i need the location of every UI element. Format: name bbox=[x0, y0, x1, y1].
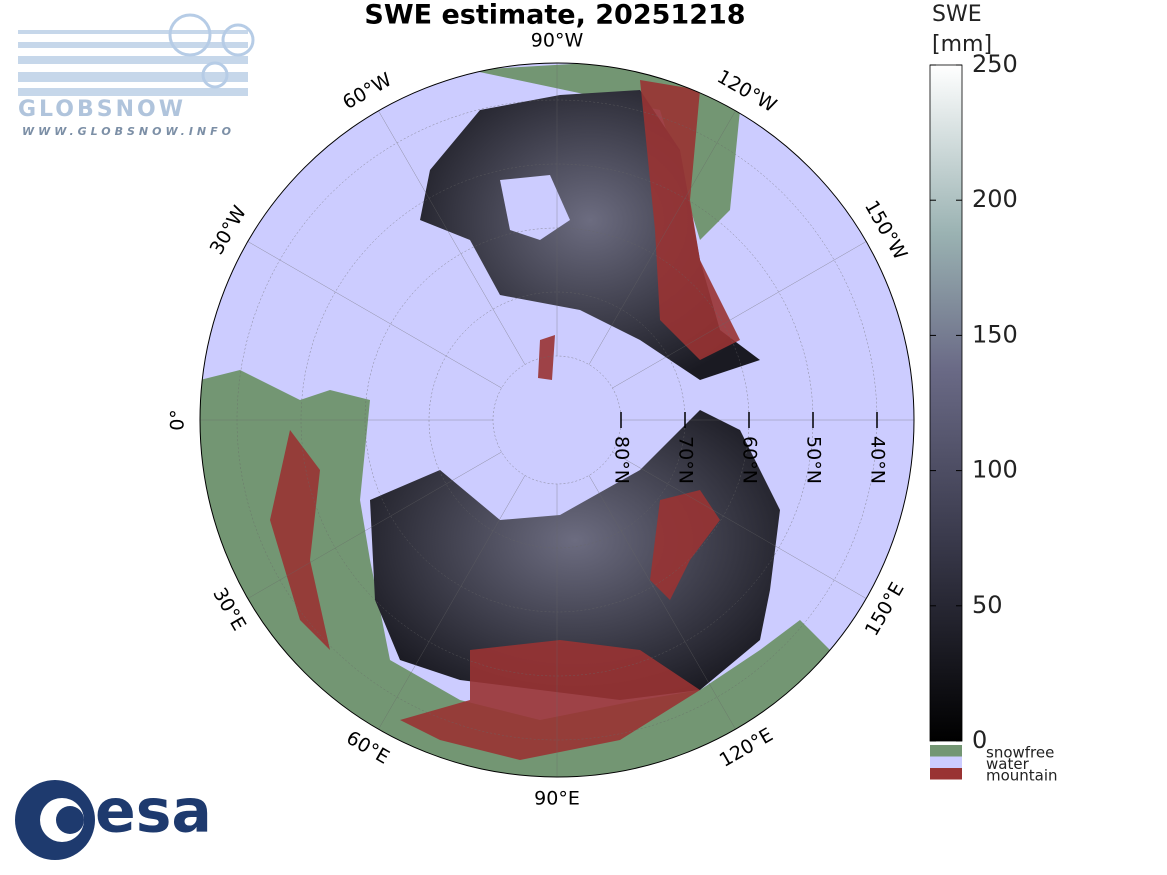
meridian bbox=[588, 110, 736, 365]
colorbar-tick-label: 0 bbox=[972, 726, 987, 754]
esa-logo: esa bbox=[15, 777, 212, 860]
meridian bbox=[588, 475, 736, 730]
meridian bbox=[378, 110, 526, 365]
colorbar-tick-label: 150 bbox=[972, 320, 1018, 348]
legend-swatch bbox=[930, 745, 962, 757]
legend-label: snowfree bbox=[986, 744, 1054, 762]
meridian bbox=[247, 241, 502, 389]
colorbar-tick-label: 50 bbox=[972, 591, 1003, 619]
meridian bbox=[378, 475, 526, 730]
legend-swatch bbox=[930, 768, 962, 780]
meridian bbox=[612, 241, 867, 389]
latitude-label: 80°N bbox=[611, 436, 633, 484]
globsnow-text: GLOBSNOW bbox=[18, 97, 186, 122]
legend-label: water bbox=[986, 755, 1030, 773]
latitude-label: 70°N bbox=[675, 436, 697, 484]
latitude-label: 40°N bbox=[867, 436, 889, 484]
map-frame bbox=[199, 62, 915, 778]
latitude-label: 50°N bbox=[803, 436, 825, 484]
colorbar-label: SWE bbox=[932, 2, 982, 27]
land-snowfree bbox=[200, 370, 830, 777]
colorbar bbox=[929, 64, 963, 742]
water-body bbox=[500, 175, 570, 240]
longitude-label: 0° bbox=[167, 409, 189, 431]
legend-label: mountain bbox=[986, 767, 1058, 785]
globsnow-url: WWW.GLOBSNOW.INFO bbox=[22, 125, 235, 138]
globsnow-logo: GLOBSNOW WWW.GLOBSNOW.INFO bbox=[18, 13, 255, 138]
colorbar-tick-label: 250 bbox=[972, 50, 1018, 78]
latitude-label: 60°N bbox=[739, 436, 761, 484]
colorbar-ticks: 0 50 100 150 200 250 bbox=[930, 50, 1018, 754]
meridian bbox=[247, 451, 502, 599]
land-snow bbox=[370, 410, 780, 700]
map-title: SWE estimate, 20251218 bbox=[364, 0, 745, 31]
land-mountain bbox=[270, 80, 740, 760]
esa-text: esa bbox=[95, 777, 212, 847]
graticule bbox=[200, 63, 914, 777]
legend-swatch bbox=[930, 756, 962, 768]
meridian bbox=[612, 451, 867, 599]
longitude-label: 90°W bbox=[531, 30, 584, 52]
colorbar-label: [mm] bbox=[932, 32, 992, 57]
polar-map bbox=[200, 63, 914, 777]
colorbar-tick-label: 200 bbox=[972, 185, 1018, 213]
longitude-label: 90°E bbox=[534, 788, 580, 810]
colorbar-tick-label: 100 bbox=[972, 456, 1018, 484]
